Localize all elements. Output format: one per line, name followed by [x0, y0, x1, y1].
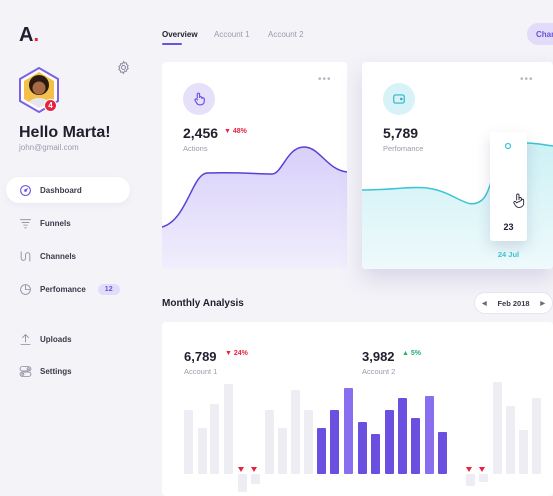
actions-card: ••• 2,456 ▼ 48% Actions: [162, 62, 347, 269]
nav-item-funnels[interactable]: Funnels: [6, 210, 130, 236]
toggles-icon: [18, 364, 32, 378]
tab-account-2[interactable]: Account 2: [268, 30, 304, 39]
monthly-analysis-card: 6,789 ▼ 24% Account 1 3,982 ▲ 5% Account…: [162, 322, 553, 496]
prev-month-button[interactable]: ◀: [482, 300, 487, 307]
chart-tooltip: 23: [490, 132, 527, 241]
app-logo[interactable]: A.: [19, 24, 40, 46]
nav-label: Uploads: [40, 334, 72, 344]
month-picker-label: Feb 2018: [497, 298, 530, 308]
nav-item-uploads[interactable]: Uploads: [6, 326, 130, 352]
card-menu-button[interactable]: •••: [520, 74, 534, 85]
account-2-label: Account 2: [362, 367, 396, 376]
monthly-bar-chart: [184, 382, 541, 492]
performance-label: Perfomance: [383, 144, 424, 153]
upload-icon: [18, 332, 32, 346]
sidebar: A. 4 Hello Marta! john@gmail.com Dashboa…: [0, 0, 146, 496]
actions-label: Actions: [183, 144, 208, 153]
tooltip-date: 24 Jul: [497, 250, 520, 259]
actions-value: 2,456: [183, 125, 219, 141]
hand-cursor-icon: [512, 193, 526, 214]
funnel-icon: [18, 216, 32, 230]
gauge-icon: [18, 183, 32, 197]
perfomance-count-badge: 12: [97, 283, 120, 295]
account-2-value: 3,982: [362, 349, 395, 364]
change-button[interactable]: Change: [527, 23, 553, 45]
hand-pointer-icon: [183, 83, 215, 115]
nav-item-perfomance[interactable]: Perfomance 12: [6, 276, 130, 302]
next-month-button[interactable]: ▶: [540, 300, 545, 307]
nav-label: Perfomance: [40, 284, 86, 294]
greeting: Hello Marta!: [19, 124, 111, 141]
month-picker[interactable]: ◀ Feb 2018 ▶: [474, 292, 553, 314]
account-1-delta: ▼ 24%: [225, 350, 248, 357]
performance-card: ••• 5,789 Perfomance 23 24 Jul: [362, 62, 553, 269]
wallet-icon: [383, 83, 415, 115]
performance-value: 5,789: [383, 125, 419, 141]
active-tab-indicator: [162, 43, 182, 45]
nav-item-channels[interactable]: Channels: [6, 243, 130, 269]
tooltip-value: 23: [503, 222, 514, 232]
pie-chart-icon: [18, 282, 32, 296]
card-menu-button[interactable]: •••: [318, 74, 332, 85]
account-1-label: Account 1: [184, 367, 218, 376]
gear-icon[interactable]: [116, 60, 131, 75]
nav-label: Funnels: [40, 218, 71, 228]
account-2-delta: ▲ 5%: [402, 350, 421, 357]
user-email: john@gmail.com: [19, 143, 79, 152]
account-1-value: 6,789: [184, 349, 217, 364]
tab-account-1[interactable]: Account 1: [214, 30, 250, 39]
nav-label: Dashboard: [40, 185, 82, 195]
tab-overview[interactable]: Overview: [162, 30, 198, 39]
nav-label: Channels: [40, 251, 77, 261]
actions-area-chart: [162, 146, 347, 269]
notification-badge: 4: [44, 99, 57, 112]
actions-delta: ▼ 48%: [224, 128, 247, 135]
nav-item-settings[interactable]: Settings: [6, 358, 130, 384]
nav-item-dashboard[interactable]: Dashboard: [6, 177, 130, 203]
monthly-analysis-title: Monthly Analysis: [162, 298, 244, 309]
channels-icon: [18, 249, 32, 263]
avatar[interactable]: 4: [18, 67, 60, 113]
nav-label: Settings: [40, 366, 72, 376]
